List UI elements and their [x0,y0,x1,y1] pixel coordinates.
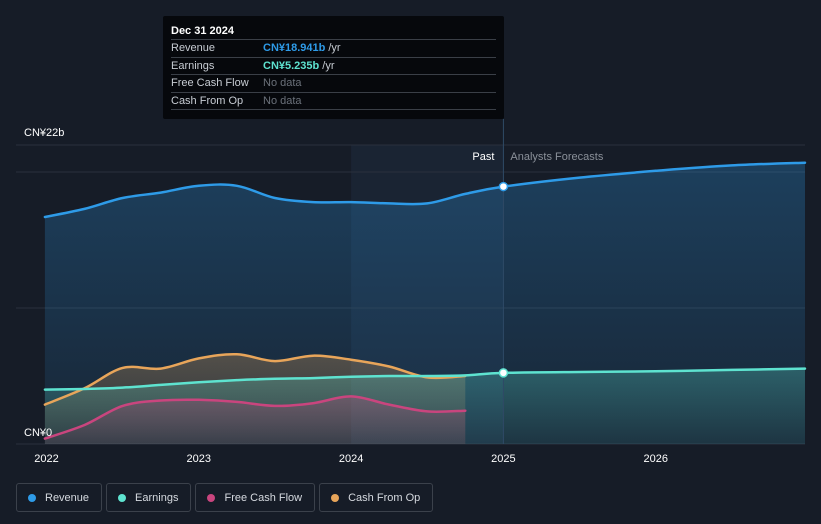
legend-item-earnings[interactable]: Earnings [106,483,192,512]
tooltip-row-earnings: Earnings CN¥5.235b /yr [171,58,496,75]
x-tick-label: 2026 [643,453,667,465]
tooltip-unit: /yr [322,59,335,72]
tooltip: Dec 31 2024 Revenue CN¥18.941b /yr Earni… [163,16,504,119]
tooltip-value: CN¥18.941b [263,42,326,54]
marker-earnings [498,368,509,378]
series-line-cash-from-op [43,352,467,406]
series-line-revenue [43,161,807,219]
tooltip-label: Cash From Op [171,94,244,107]
x-tick-label: 2023 [187,453,211,465]
legend-dot-icon [207,493,216,502]
legend-dot-icon [331,493,340,502]
tooltip-row-cash-from-op: Cash From Op No data [171,93,496,110]
series-line-free-cash-flow [43,395,467,440]
legend-label: Revenue [45,491,90,504]
tooltip-label: Revenue [171,42,216,54]
legend-label: Earnings [135,491,179,504]
tooltip-label: Earnings [171,59,215,72]
legend: Revenue Earnings Free Cash Flow Cash Fro… [16,483,434,512]
x-tick-label: 2025 [491,453,515,465]
tooltip-row-free-cash-flow: Free Cash Flow No data [171,75,496,93]
forecast-label: Analysts Forecasts [510,151,603,163]
past-label: Past [472,151,494,163]
series-area-free-cash-flow [44,396,466,444]
tooltip-unit: /yr [328,42,341,54]
legend-dot-icon [118,493,127,502]
tooltip-row-revenue: Revenue CN¥18.941b /yr [171,40,496,58]
y-tick-label: CN¥22b [24,127,64,139]
x-tick-label: 2022 [34,453,58,465]
legend-dot-icon [28,493,36,502]
legend-label: Free Cash Flow [224,491,303,504]
series-line-earnings [43,367,807,391]
tooltip-date: Dec 31 2024 [171,23,496,40]
tooltip-value: CN¥5.235b [263,59,320,72]
tooltip-label: Free Cash Flow [171,77,249,89]
tooltip-value: No data [263,94,302,107]
legend-item-revenue[interactable]: Revenue [16,483,103,512]
marker-revenue [498,181,509,192]
x-tick-label: 2024 [339,453,363,465]
tooltip-value: No data [263,77,302,89]
legend-item-free-cash-flow[interactable]: Free Cash Flow [195,483,316,512]
legend-item-cash-from-op[interactable]: Cash From Op [319,483,434,512]
legend-label: Cash From Op [348,491,421,504]
y-tick-label: CN¥0 [24,427,52,439]
